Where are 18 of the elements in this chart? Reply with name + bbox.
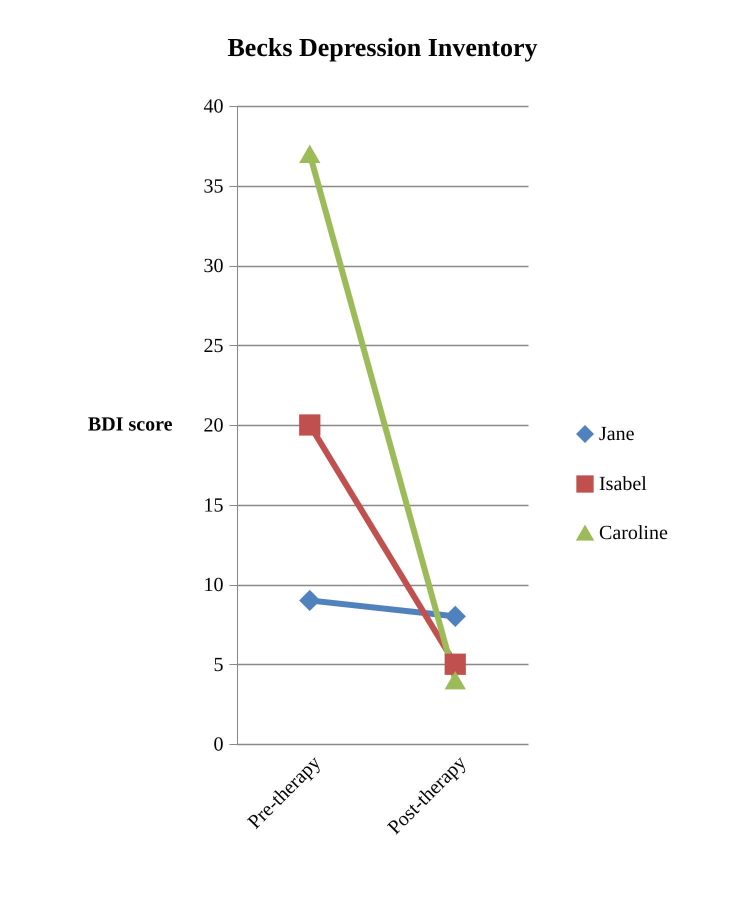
y-tick-label: 25 xyxy=(204,334,224,357)
y-tick-label: 40 xyxy=(204,96,224,118)
y-tick-label: 35 xyxy=(204,175,224,198)
y-tick-label: 10 xyxy=(204,574,224,596)
chart-title: Becks Depression Inventory xyxy=(227,33,538,62)
point xyxy=(299,590,320,612)
y-tick-label: 15 xyxy=(204,494,224,516)
legend-label: Caroline xyxy=(599,522,668,544)
point xyxy=(444,606,466,628)
point xyxy=(299,414,320,436)
y-tick-label: 5 xyxy=(214,654,224,676)
y-tick-label: 30 xyxy=(204,255,224,277)
y-tick-label: 0 xyxy=(214,734,224,756)
legend-label: Jane xyxy=(599,423,635,445)
y-axis-title: BDI score xyxy=(88,414,173,436)
y-tick-label: 20 xyxy=(204,414,224,436)
point xyxy=(444,654,466,675)
legend-label: Isabel xyxy=(599,473,648,495)
